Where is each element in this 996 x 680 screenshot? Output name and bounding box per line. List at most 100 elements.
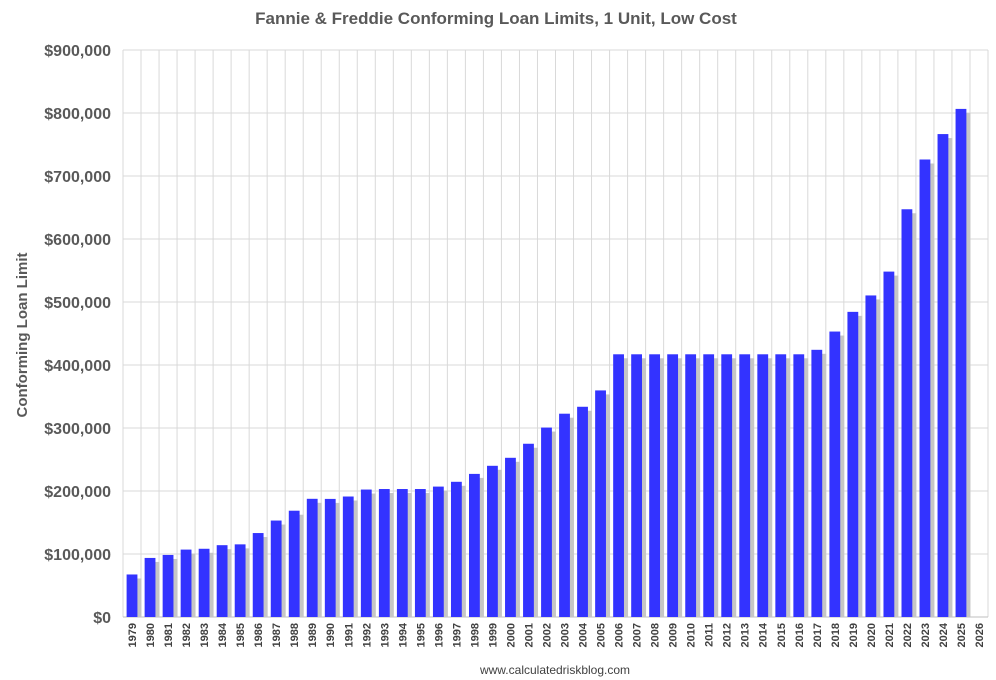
bar xyxy=(883,271,895,617)
y-tick-label: $800,000 xyxy=(44,106,111,123)
y-axis-ticks: $0 $100,000 $200,000 $300,000 $400,000 $500,0… xyxy=(44,43,111,627)
y-tick-label: $300,000 xyxy=(44,421,111,438)
y-tick-label: $400,000 xyxy=(44,358,111,375)
x-tick-label: 1982 xyxy=(181,623,193,647)
x-tick-label: 1988 xyxy=(289,623,301,647)
bar xyxy=(216,545,228,617)
x-tick-label: 1996 xyxy=(433,623,445,647)
bar xyxy=(901,209,913,618)
bar xyxy=(955,108,967,617)
y-axis-label: Conforming Loan Limit xyxy=(14,253,31,418)
x-tick-label: 2007 xyxy=(632,623,644,647)
y-tick-label: $700,000 xyxy=(44,169,111,186)
bar xyxy=(865,295,877,617)
source-credit: www.calculatedriskblog.com xyxy=(479,663,630,677)
bar xyxy=(288,510,300,617)
x-tick-label: 1983 xyxy=(199,623,211,647)
x-tick-label: 2015 xyxy=(776,623,788,647)
x-tick-label: 1999 xyxy=(487,623,499,647)
x-tick-label: 2023 xyxy=(920,623,932,647)
x-tick-label: 1995 xyxy=(415,623,427,647)
x-tick-label: 1989 xyxy=(307,623,319,647)
bar xyxy=(523,443,534,617)
bar xyxy=(396,489,408,617)
x-tick-label: 2010 xyxy=(686,623,698,647)
x-tick-label: 1980 xyxy=(145,623,157,647)
bar xyxy=(162,554,174,617)
bar xyxy=(613,354,624,617)
x-tick-label: 2021 xyxy=(884,623,896,647)
y-tick-label: $100,000 xyxy=(44,547,111,564)
x-tick-label: 1979 xyxy=(127,623,139,647)
x-tick-label: 1985 xyxy=(235,623,247,647)
x-axis-ticks: 1979 1980 1981 1982 1983 1984 1985 1986 1987 1988… xyxy=(127,622,986,647)
bar xyxy=(703,354,715,617)
y-tick-label: $0 xyxy=(93,610,111,627)
x-tick-label: 2008 xyxy=(650,623,662,647)
x-tick-label: 2003 xyxy=(560,623,572,647)
x-tick-label: 2020 xyxy=(866,623,878,647)
bar xyxy=(342,496,354,617)
bar xyxy=(937,134,949,618)
x-tick-label: 2019 xyxy=(848,623,860,647)
bar xyxy=(631,354,642,617)
x-tick-label: 2001 xyxy=(523,623,535,647)
x-tick-label: 1991 xyxy=(343,623,355,647)
y-tick-label: $900,000 xyxy=(44,43,111,60)
bar xyxy=(432,486,444,617)
x-tick-label: 2000 xyxy=(505,623,517,647)
y-tick-label: $600,000 xyxy=(44,232,111,249)
bar xyxy=(505,457,516,617)
x-tick-label: 2025 xyxy=(956,623,968,647)
x-tick-label: 2005 xyxy=(596,623,608,647)
x-tick-label: 2014 xyxy=(758,622,770,647)
x-tick-label: 1997 xyxy=(451,623,463,647)
x-tick-label: 1986 xyxy=(253,623,265,647)
bar xyxy=(559,413,570,617)
bar xyxy=(487,465,498,617)
bar xyxy=(577,406,588,617)
bars xyxy=(126,108,971,618)
bar xyxy=(378,489,390,617)
x-tick-label: 1993 xyxy=(379,623,391,647)
x-tick-label: 2011 xyxy=(704,623,716,647)
x-tick-label: 1992 xyxy=(361,623,373,647)
bar xyxy=(739,354,751,617)
bar xyxy=(144,557,156,617)
bar xyxy=(649,354,661,617)
x-tick-label: 2026 xyxy=(974,623,986,647)
bar xyxy=(847,311,859,617)
bar xyxy=(541,427,552,617)
bar xyxy=(180,549,192,617)
x-tick-label: 2016 xyxy=(794,623,806,647)
bar xyxy=(234,544,246,617)
bar xyxy=(775,354,787,617)
bar xyxy=(252,533,264,617)
bar xyxy=(793,354,805,617)
bar xyxy=(685,354,697,617)
x-tick-label: 2013 xyxy=(740,623,752,647)
x-tick-label: 2024 xyxy=(938,622,950,647)
bar xyxy=(919,159,931,617)
x-tick-label: 1987 xyxy=(271,623,283,647)
x-tick-label: 1984 xyxy=(217,622,229,647)
x-tick-label: 2002 xyxy=(541,623,553,647)
bar xyxy=(721,354,733,617)
x-tick-label: 2022 xyxy=(902,623,914,647)
x-tick-label: 2012 xyxy=(722,623,734,647)
x-tick-label: 2006 xyxy=(614,623,626,647)
bar xyxy=(270,520,282,617)
bar xyxy=(811,349,823,617)
bar xyxy=(126,574,138,617)
bar xyxy=(469,473,480,617)
x-tick-label: 1994 xyxy=(397,622,409,647)
x-tick-label: 2009 xyxy=(668,623,680,647)
bar xyxy=(324,498,336,617)
chart-title: Fannie & Freddie Conforming Loan Limits,… xyxy=(255,9,737,28)
y-tick-label: $500,000 xyxy=(44,295,111,312)
x-tick-label: 1990 xyxy=(325,623,337,647)
bar xyxy=(829,331,841,617)
bar xyxy=(667,354,679,617)
